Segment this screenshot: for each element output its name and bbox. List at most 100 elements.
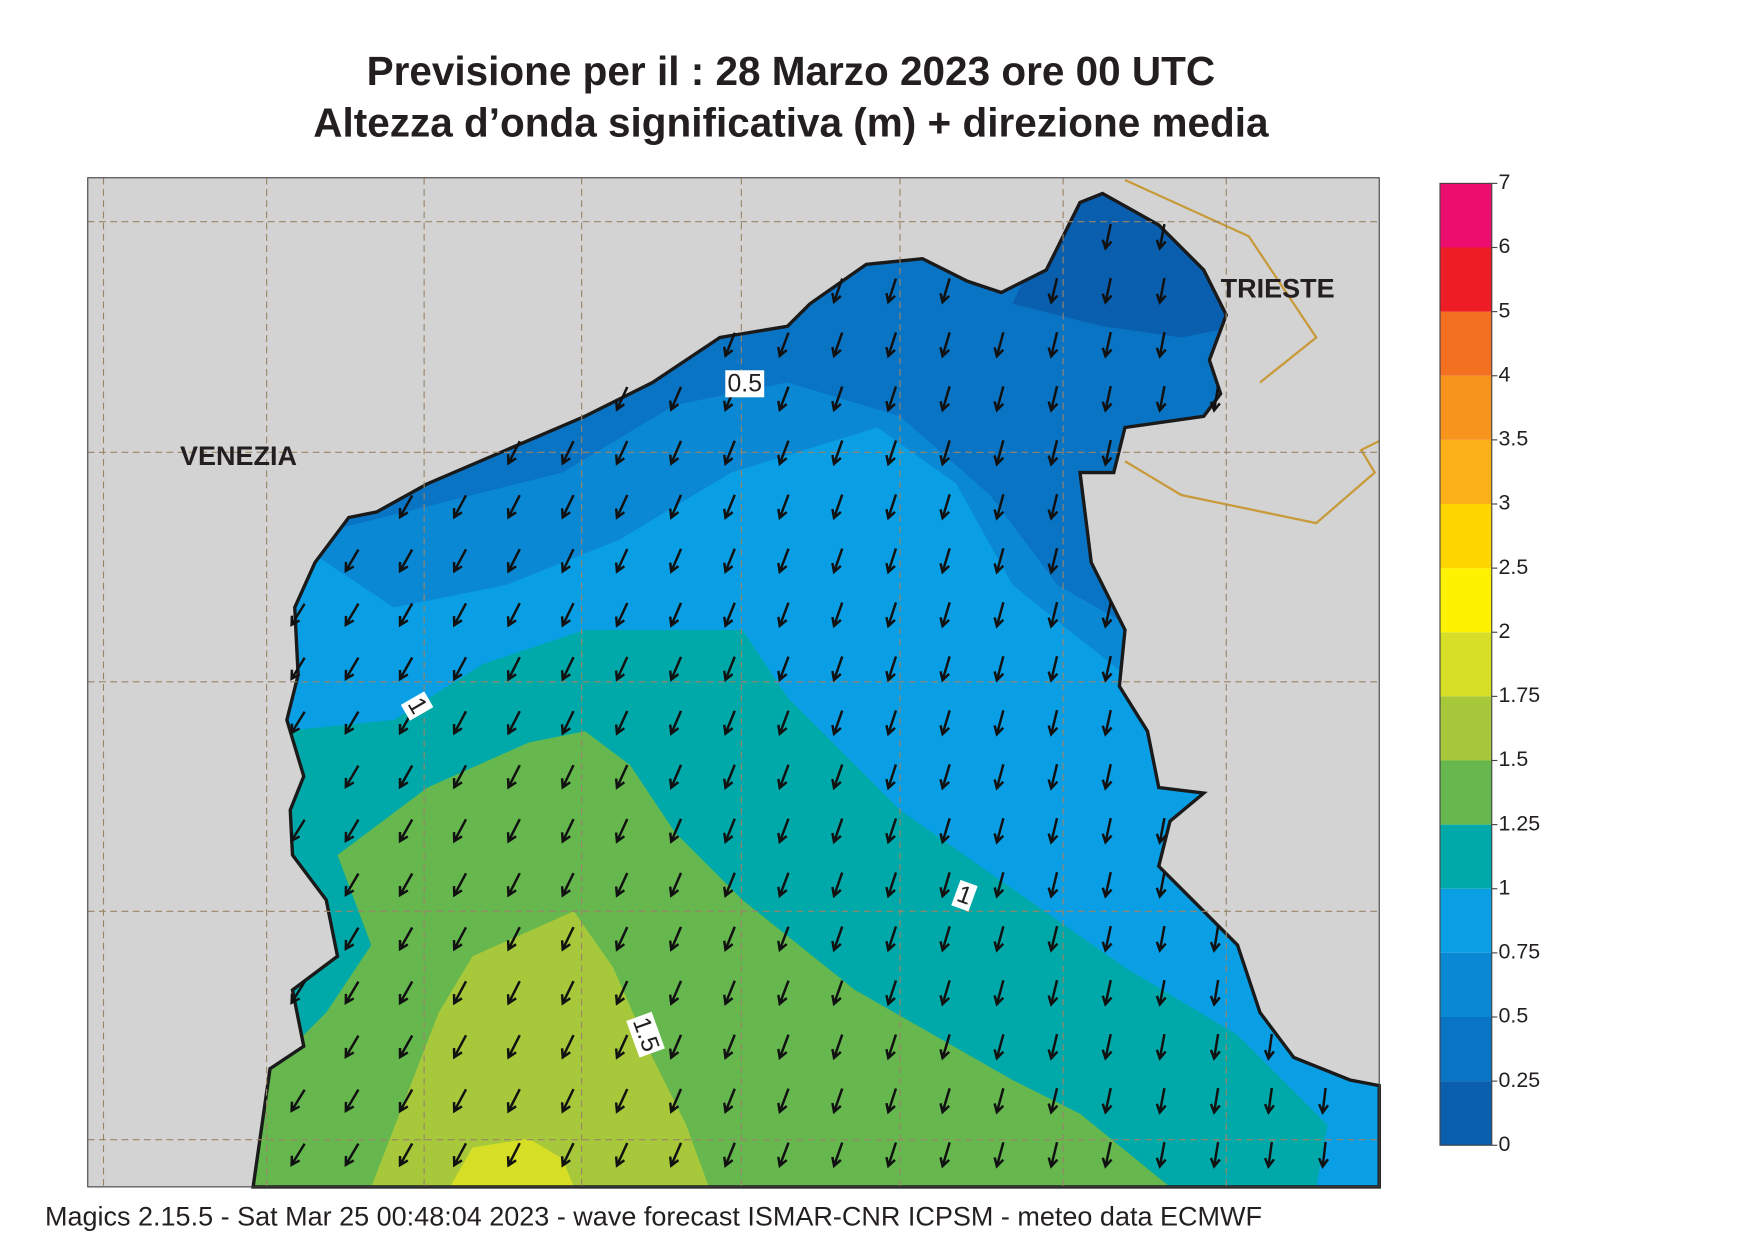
- arrow: [885, 332, 898, 359]
- arrow: [560, 818, 575, 844]
- wave-height-band: [371, 911, 709, 1187]
- colorbar-label: 5: [1499, 298, 1511, 322]
- arrow: [1047, 385, 1059, 413]
- arrow: [885, 386, 898, 413]
- arrow: [344, 602, 360, 628]
- arrow: [1047, 871, 1059, 899]
- arrow: [885, 872, 898, 899]
- arrow: [1047, 277, 1059, 305]
- colorbar-swatch: [1440, 696, 1492, 761]
- arrow: [831, 278, 844, 305]
- arrow: [1101, 331, 1113, 359]
- arrow: [1209, 1141, 1221, 1169]
- arrow: [668, 1088, 683, 1114]
- arrow: [1209, 979, 1221, 1007]
- arrow: [939, 386, 951, 413]
- arrow: [777, 494, 790, 521]
- arrow: [831, 872, 844, 899]
- colorbar-label: 1.5: [1499, 747, 1529, 771]
- colorbar-swatch: [1440, 760, 1492, 825]
- colorbar-swatch: [1440, 311, 1492, 376]
- arrow: [939, 440, 951, 467]
- arrow: [777, 440, 790, 467]
- arrow: [885, 818, 898, 845]
- colorbar-label: 1.25: [1499, 811, 1541, 835]
- arrow: [939, 926, 951, 953]
- arrow: [668, 1142, 683, 1168]
- arrow: [723, 872, 736, 899]
- arrow: [885, 926, 898, 953]
- colorbar-swatch: [1440, 1081, 1492, 1146]
- arrow: [831, 1142, 844, 1169]
- arrow: [506, 1142, 521, 1168]
- arrow: [939, 278, 951, 305]
- arrow: [1263, 1141, 1275, 1169]
- arrow: [1047, 763, 1059, 791]
- arrow: [939, 656, 951, 683]
- arrow: [885, 656, 898, 683]
- arrow: [452, 1142, 468, 1168]
- arrow: [831, 386, 844, 413]
- arrow: [1047, 493, 1059, 521]
- arrow: [506, 710, 521, 736]
- map: VENEZIA TRIESTE: [87, 177, 1381, 1189]
- arrow: [1155, 817, 1167, 845]
- arrow: [723, 710, 736, 737]
- arrow: [452, 1034, 468, 1060]
- arrow: [290, 657, 306, 681]
- arrow: [290, 981, 306, 1005]
- contour-label-bg: [400, 691, 434, 721]
- arrow: [290, 711, 306, 735]
- arrow: [1047, 817, 1059, 845]
- arrow: [885, 1142, 898, 1169]
- arrow: [831, 818, 844, 845]
- colorbar-label: 2: [1499, 619, 1511, 643]
- colorbar-swatch: [1440, 952, 1492, 1017]
- arrow: [398, 926, 414, 952]
- arrow: [1101, 277, 1113, 305]
- colorbar-swatch: [1440, 632, 1492, 697]
- arrow: [560, 656, 575, 682]
- arrow: [1047, 709, 1059, 737]
- arrow: [398, 1142, 414, 1168]
- arrow: [452, 818, 468, 844]
- arrow: [398, 872, 414, 898]
- arrow: [560, 494, 575, 520]
- arrow: [668, 926, 683, 952]
- colorbar-swatch: [1440, 888, 1492, 953]
- colorbar-label: 2.5: [1499, 555, 1529, 579]
- colorbar-swatch: [1440, 247, 1492, 312]
- arrow: [777, 764, 790, 791]
- arrow: [1101, 439, 1113, 467]
- arrow: [831, 764, 844, 791]
- contour-label-bg: [626, 1011, 665, 1058]
- arrow: [614, 1034, 629, 1060]
- arrow: [560, 980, 575, 1006]
- colorbar-swatch: [1440, 504, 1492, 569]
- colorbar-swatch: [1440, 1017, 1492, 1082]
- arrow: [1155, 331, 1167, 359]
- arrow: [452, 710, 468, 736]
- arrow: [777, 1088, 790, 1115]
- colorbar-swatch: [1440, 183, 1492, 248]
- arrow: [668, 872, 683, 898]
- arrow: [885, 980, 898, 1007]
- arrow: [831, 1088, 844, 1115]
- arrow: [723, 1034, 736, 1061]
- arrow: [398, 602, 414, 628]
- arrow: [993, 925, 1005, 953]
- arrow: [344, 818, 360, 844]
- arrow: [452, 656, 468, 682]
- arrow: [993, 763, 1005, 791]
- colorbar-label: 0: [1499, 1132, 1511, 1156]
- arrow: [1155, 979, 1167, 1007]
- arrow: [290, 819, 306, 843]
- arrow: [777, 710, 790, 737]
- arrow: [506, 872, 521, 898]
- arrow: [831, 1034, 844, 1061]
- arrow: [885, 602, 898, 629]
- arrow: [452, 602, 468, 628]
- contour-label-group: 1: [951, 879, 978, 912]
